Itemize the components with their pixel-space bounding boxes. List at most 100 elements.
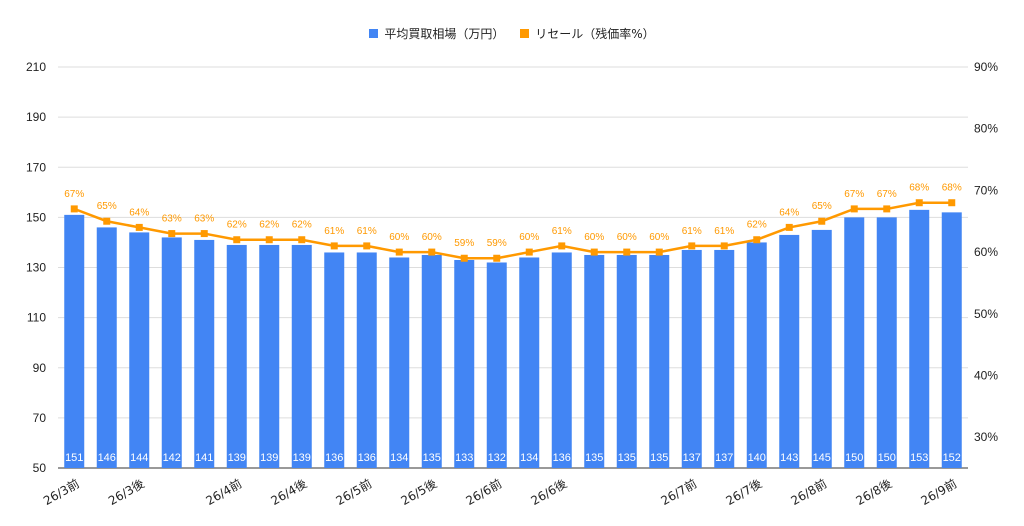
bar — [96, 227, 117, 468]
bar-value-label: 135 — [423, 452, 441, 464]
line-value-label: 65% — [812, 201, 832, 212]
line-point — [330, 242, 338, 250]
bar — [681, 249, 702, 468]
bar — [909, 209, 930, 468]
line-value-label: 61% — [552, 226, 572, 237]
bar-value-label: 136 — [325, 452, 343, 464]
bar — [746, 242, 767, 468]
line-value-label: 61% — [324, 226, 344, 237]
bar — [779, 234, 800, 468]
bar-value-label: 152 — [943, 452, 961, 464]
bar — [259, 244, 280, 468]
bar-value-label: 142 — [163, 452, 181, 464]
bar — [584, 254, 605, 468]
line-point — [460, 254, 468, 262]
y-tick-label-left: 90 — [33, 361, 47, 375]
line-value-label: 60% — [422, 232, 442, 243]
bar-value-label: 140 — [748, 452, 766, 464]
line-value-label: 64% — [129, 207, 149, 218]
x-tick-label: 26/5前 — [333, 476, 374, 508]
x-tick-label: 26/7後 — [724, 476, 765, 508]
bar — [226, 244, 247, 468]
bar-value-label: 133 — [455, 452, 473, 464]
line-value-label: 60% — [617, 232, 637, 243]
legend-item-bar: 平均買取相場（万円） — [369, 25, 504, 42]
bar — [454, 259, 475, 468]
line-point — [818, 217, 826, 225]
line-value-label: 64% — [779, 207, 799, 218]
x-tick-label: 26/8前 — [788, 476, 829, 508]
bar — [421, 254, 442, 468]
bar — [844, 217, 865, 468]
x-tick-label: 26/5後 — [399, 476, 440, 508]
line-point — [233, 236, 241, 244]
y-tick-label-left: 150 — [26, 210, 46, 224]
x-tick-label: 26/9前 — [918, 476, 959, 508]
line-point — [915, 199, 923, 207]
line-point — [688, 242, 696, 250]
x-tick-label: 26/4後 — [269, 476, 310, 508]
line-value-label: 62% — [227, 220, 247, 231]
bar — [389, 257, 410, 468]
line-point — [525, 248, 533, 256]
y-tick-label-right: 80% — [974, 122, 998, 136]
line-value-label: 67% — [844, 189, 864, 200]
bar-value-label: 136 — [358, 452, 376, 464]
line-value-label: 60% — [519, 232, 539, 243]
bar-value-label: 136 — [553, 452, 571, 464]
y-tick-label-right: 90% — [974, 60, 998, 74]
bar-value-label: 139 — [228, 452, 246, 464]
bar-value-label: 143 — [780, 452, 798, 464]
y-tick-label-right: 30% — [974, 430, 998, 444]
y-tick-label-right: 60% — [974, 245, 998, 259]
line-point — [428, 248, 436, 256]
line-value-label: 59% — [487, 238, 507, 249]
line-value-label: 60% — [649, 232, 669, 243]
bar-value-label: 134 — [520, 452, 538, 464]
x-tick-label: 26/3前 — [41, 476, 82, 508]
line-point — [395, 248, 403, 256]
y-tick-label-left: 110 — [27, 311, 46, 325]
y-tick-label-left: 170 — [26, 160, 46, 174]
bar-value-label: 150 — [878, 452, 896, 464]
line-point — [558, 242, 566, 250]
bar — [551, 252, 572, 468]
bar-value-label: 153 — [910, 452, 928, 464]
bar — [324, 252, 345, 468]
y-tick-label-left: 70 — [33, 411, 47, 425]
line-point — [623, 248, 631, 256]
line-point — [168, 230, 176, 238]
bar-value-label: 139 — [260, 452, 278, 464]
legend-swatch-line — [520, 29, 530, 38]
y-tick-label-left: 50 — [33, 461, 47, 475]
bar-value-label: 134 — [390, 452, 408, 464]
bar-value-label: 135 — [585, 452, 603, 464]
bar — [291, 244, 312, 468]
legend-swatch-bar — [369, 29, 379, 38]
line-point — [883, 205, 891, 213]
bar-value-label: 139 — [293, 452, 311, 464]
line-value-label: 67% — [64, 189, 84, 200]
line-point — [850, 205, 858, 213]
line-value-label: 63% — [162, 214, 182, 225]
line-point — [493, 254, 501, 262]
x-tick-label: 26/4前 — [203, 476, 244, 508]
legend-label-line: リセール（残価率%） — [535, 27, 655, 41]
bar — [519, 257, 540, 468]
legend-item-line: リセール（残価率%） — [520, 25, 655, 42]
line-value-label: 61% — [682, 226, 702, 237]
bar — [941, 212, 962, 468]
line-point — [655, 248, 663, 256]
x-tick-label: 26/3後 — [106, 476, 147, 508]
y-tick-label-left: 210 — [26, 60, 46, 74]
bar — [194, 239, 215, 468]
x-tick-label: 26/6後 — [529, 476, 570, 508]
line-value-label: 61% — [357, 226, 377, 237]
bar — [811, 229, 832, 468]
line-value-label: 61% — [714, 226, 734, 237]
y-tick-label-left: 130 — [26, 261, 46, 275]
line-value-label: 62% — [259, 220, 279, 231]
line-value-label: 68% — [942, 183, 962, 194]
series-line — [73, 201, 952, 260]
line-value-label: 68% — [909, 183, 929, 194]
